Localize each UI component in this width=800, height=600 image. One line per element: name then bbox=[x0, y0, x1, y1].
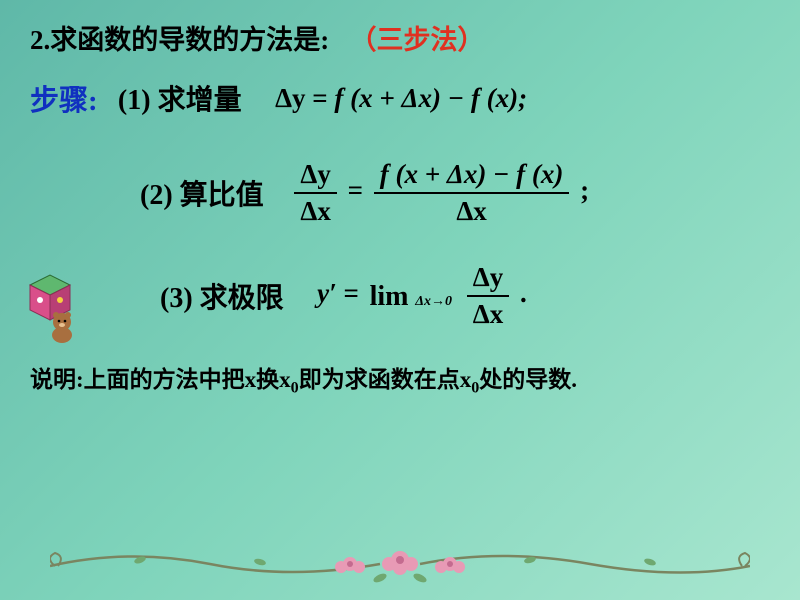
cube-bear-icon bbox=[20, 270, 80, 345]
step-1-row: 步骤: (1) 求增量 Δy = f (x + Δx) − f (x); bbox=[30, 77, 770, 119]
step1-label: (1) 求增量 bbox=[118, 78, 242, 118]
header-num: 2. bbox=[30, 25, 50, 55]
step-2-row: (2) 算比值 Δy Δx = f (x + Δx) − f (x) Δx ; bbox=[140, 159, 770, 227]
header-red: （三步法） bbox=[350, 25, 485, 55]
step-3-row: (3) 求极限 y′ = lim Δx→0 Δy Δx . bbox=[160, 262, 770, 330]
step1-rhs: f (x + Δx) − f (x); bbox=[334, 83, 527, 113]
step3-label: (3) 求极限 bbox=[160, 276, 284, 316]
steps-label: 步骤: bbox=[30, 77, 98, 119]
slide-content: 2.求函数的导数的方法是: （三步法） 步骤: (1) 求增量 Δy = f (… bbox=[0, 0, 800, 416]
lim-block: lim Δx→0 bbox=[370, 281, 452, 312]
step2-label: (2) 算比值 bbox=[140, 173, 264, 213]
flourish-icon bbox=[50, 538, 750, 588]
title-line: 2.求函数的导数的方法是: （三步法） bbox=[30, 18, 770, 57]
step3-math: y′ = lim Δx→0 Δy Δx . bbox=[317, 262, 527, 330]
frac-dy-dx-2: Δy Δx bbox=[467, 262, 509, 330]
frac-diffquot: f (x + Δx) − f (x) Δx bbox=[374, 159, 570, 227]
step1-math: Δy = f (x + Δx) − f (x); bbox=[275, 83, 527, 114]
frac-dy-dx: Δy Δx bbox=[294, 159, 336, 227]
header-title: 求函数的导数的方法是: bbox=[50, 25, 329, 55]
note-line: 说明:上面的方法中把x换x0即为求函数在点x0处的导数. bbox=[30, 360, 770, 398]
step2-math: Δy Δx = f (x + Δx) − f (x) Δx ; bbox=[290, 159, 589, 227]
